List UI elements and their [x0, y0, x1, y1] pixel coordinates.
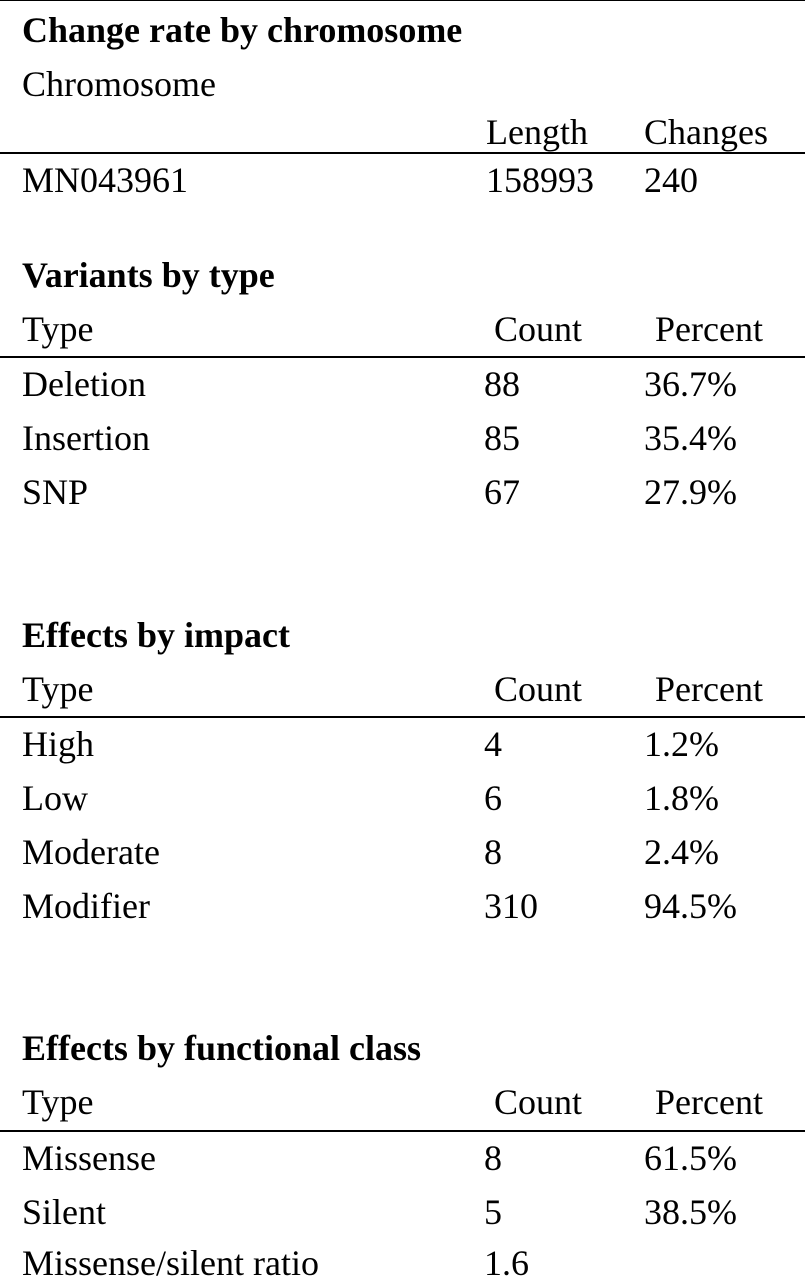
cell-count: 1.6: [484, 1243, 529, 1283]
top-border: [0, 0, 805, 1]
section-title-impact: Effects by impact: [22, 615, 290, 655]
cell-type: Silent: [22, 1192, 107, 1232]
header-type: Type: [22, 669, 94, 709]
header-rule-chromosome: [0, 152, 805, 154]
cell-count: 5: [484, 1192, 502, 1232]
cell-percent: 61.5%: [644, 1138, 737, 1178]
header-chromosome: Chromosome: [22, 64, 216, 104]
cell-count: 4: [484, 724, 502, 764]
header-rule-variants: [0, 356, 805, 358]
cell-percent: 2.4%: [644, 832, 719, 872]
header-length: Length: [486, 112, 588, 152]
cell-count: 67: [484, 472, 520, 512]
cell-percent: 1.8%: [644, 778, 719, 818]
cell-percent: 94.5%: [644, 886, 737, 926]
cell-percent: 36.7%: [644, 364, 737, 404]
cell-count: 6: [484, 778, 502, 818]
header-percent: Percent: [655, 1082, 763, 1122]
cell-count: 8: [484, 1138, 502, 1178]
header-type: Type: [22, 309, 94, 349]
cell-type: High: [22, 724, 94, 764]
cell-percent: 35.4%: [644, 418, 737, 458]
cell-count: 8: [484, 832, 502, 872]
cell-percent: 38.5%: [644, 1192, 737, 1232]
header-changes: Changes: [644, 112, 768, 152]
cell-type: Moderate: [22, 832, 160, 872]
cell-length: 158993: [486, 160, 594, 200]
cell-count: 310: [484, 886, 538, 926]
cell-count: 85: [484, 418, 520, 458]
header-rule-functional: [0, 1130, 805, 1132]
cell-count: 88: [484, 364, 520, 404]
cell-type: Insertion: [22, 418, 150, 458]
header-percent: Percent: [655, 309, 763, 349]
cell-chromosome: MN043961: [22, 160, 189, 200]
header-rule-impact: [0, 716, 805, 718]
section-title-chromosome: Change rate by chromosome: [22, 10, 463, 50]
cell-percent: 1.2%: [644, 724, 719, 764]
cell-type: Low: [22, 778, 88, 818]
cell-changes: 240: [644, 160, 698, 200]
cell-percent: 27.9%: [644, 472, 737, 512]
header-count: Count: [494, 309, 583, 349]
header-count: Count: [494, 669, 583, 709]
header-count: Count: [494, 1082, 583, 1122]
cell-type: Modifier: [22, 886, 150, 926]
header-type: Type: [22, 1082, 94, 1122]
cell-type: Missense: [22, 1138, 156, 1178]
cell-type: SNP: [22, 472, 89, 512]
cell-type: Deletion: [22, 364, 146, 404]
section-title-functional: Effects by functional class: [22, 1028, 421, 1068]
cell-type: Missense/silent ratio: [22, 1243, 319, 1283]
section-title-variants: Variants by type: [22, 255, 275, 295]
header-percent: Percent: [655, 669, 763, 709]
